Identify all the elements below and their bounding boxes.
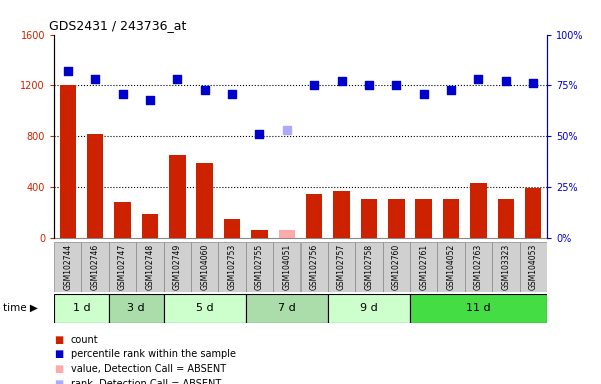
Point xyxy=(63,68,73,74)
Text: ■: ■ xyxy=(54,364,63,374)
Text: 7 d: 7 d xyxy=(278,303,296,313)
Bar xyxy=(54,242,82,292)
Bar xyxy=(300,242,328,292)
Bar xyxy=(273,242,300,292)
Bar xyxy=(465,242,492,292)
Point xyxy=(501,78,511,84)
Text: ■: ■ xyxy=(54,379,63,384)
Bar xyxy=(334,191,350,238)
Bar xyxy=(355,242,383,292)
Text: count: count xyxy=(71,335,99,345)
Bar xyxy=(163,294,246,323)
Bar xyxy=(498,199,514,238)
Text: 11 d: 11 d xyxy=(466,303,491,313)
Bar xyxy=(361,199,377,238)
Text: rank, Detection Call = ABSENT: rank, Detection Call = ABSENT xyxy=(71,379,221,384)
Text: 3 d: 3 d xyxy=(127,303,145,313)
Bar xyxy=(191,242,218,292)
Text: GSM102755: GSM102755 xyxy=(255,244,264,290)
Text: GSM103323: GSM103323 xyxy=(501,244,510,290)
Text: 1 d: 1 d xyxy=(73,303,90,313)
Bar xyxy=(169,156,186,238)
Bar xyxy=(87,134,103,238)
Bar xyxy=(443,199,459,238)
Text: GSM102763: GSM102763 xyxy=(474,244,483,290)
Bar xyxy=(519,242,547,292)
Text: GSM102761: GSM102761 xyxy=(419,244,428,290)
Text: GSM104060: GSM104060 xyxy=(200,244,209,290)
Text: ■: ■ xyxy=(54,349,63,359)
Point xyxy=(227,91,237,97)
Point xyxy=(255,131,264,137)
Bar xyxy=(438,242,465,292)
Text: GSM104051: GSM104051 xyxy=(282,244,291,290)
Point xyxy=(474,76,483,83)
Text: GSM102753: GSM102753 xyxy=(228,244,237,290)
Bar xyxy=(383,242,410,292)
Text: 9 d: 9 d xyxy=(360,303,378,313)
Bar xyxy=(109,242,136,292)
Point xyxy=(200,86,210,93)
Text: 5 d: 5 d xyxy=(196,303,213,313)
Bar xyxy=(492,242,519,292)
Bar xyxy=(142,214,158,238)
Bar xyxy=(82,242,109,292)
Bar xyxy=(224,219,240,238)
Point xyxy=(364,83,374,89)
Bar xyxy=(218,242,246,292)
Text: ■: ■ xyxy=(54,335,63,345)
Text: GSM102744: GSM102744 xyxy=(63,244,72,290)
Text: GSM102746: GSM102746 xyxy=(91,244,100,290)
Point xyxy=(282,127,291,133)
Text: GSM104053: GSM104053 xyxy=(529,244,538,290)
Point xyxy=(391,83,401,89)
Bar xyxy=(328,294,410,323)
Point xyxy=(310,83,319,89)
Text: GDS2431 / 243736_at: GDS2431 / 243736_at xyxy=(49,19,186,32)
Point xyxy=(90,76,100,83)
Point xyxy=(528,80,538,86)
Text: GSM102749: GSM102749 xyxy=(173,244,182,290)
Point xyxy=(118,91,127,97)
Bar xyxy=(415,199,432,238)
Bar xyxy=(136,242,163,292)
Bar xyxy=(246,242,273,292)
Text: GSM102757: GSM102757 xyxy=(337,244,346,290)
Bar xyxy=(410,294,547,323)
Bar xyxy=(109,294,163,323)
Text: GSM102760: GSM102760 xyxy=(392,244,401,290)
Point xyxy=(419,91,429,97)
Point xyxy=(172,76,182,83)
Bar xyxy=(306,194,322,238)
Bar xyxy=(388,199,404,238)
Text: time ▶: time ▶ xyxy=(3,303,38,313)
Bar xyxy=(279,230,295,238)
Text: percentile rank within the sample: percentile rank within the sample xyxy=(71,349,236,359)
Text: GSM102748: GSM102748 xyxy=(145,244,154,290)
Point xyxy=(447,86,456,93)
Text: value, Detection Call = ABSENT: value, Detection Call = ABSENT xyxy=(71,364,226,374)
Text: GSM102747: GSM102747 xyxy=(118,244,127,290)
Point xyxy=(337,78,346,84)
Text: GSM102758: GSM102758 xyxy=(364,244,373,290)
Bar xyxy=(251,230,267,238)
Bar xyxy=(197,163,213,238)
Text: GSM104052: GSM104052 xyxy=(447,244,456,290)
Bar xyxy=(59,86,76,238)
Text: GSM102756: GSM102756 xyxy=(310,244,319,290)
Point xyxy=(145,97,154,103)
Bar xyxy=(54,294,109,323)
Bar xyxy=(114,202,131,238)
Bar xyxy=(246,294,328,323)
Bar xyxy=(328,242,355,292)
Bar xyxy=(163,242,191,292)
Bar xyxy=(410,242,438,292)
Bar xyxy=(525,189,542,238)
Bar xyxy=(470,184,487,238)
